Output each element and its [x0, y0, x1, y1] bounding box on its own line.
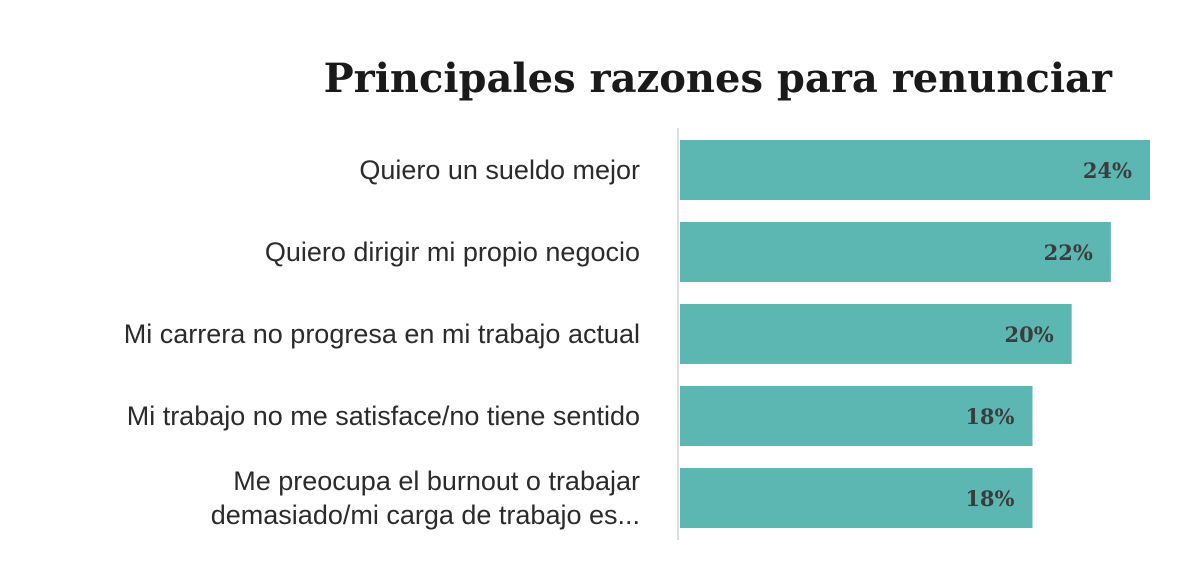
category-label-1: Quiero un sueldo mejor [359, 155, 640, 185]
category-label-5: Me preocupa el burnout o trabajar demasia… [211, 466, 640, 530]
bar-value-label-4: 18% [965, 404, 1014, 429]
category-label-4: Mi trabajo no me satisface/no tiene sent… [127, 401, 640, 431]
category-label-line: demasiado/mi carga de trabajo es... [211, 500, 640, 530]
bar-2 [680, 222, 1111, 282]
bar-value-label-2: 22% [1044, 240, 1093, 265]
value-labels-layer: 24% 22% 20% 18% 18% [965, 158, 1132, 511]
bar-3 [680, 304, 1072, 364]
bar-value-label-1: 24% [1083, 158, 1132, 183]
bars-layer [680, 140, 1150, 528]
category-label-line: Mi carrera no progresa en mi trabajo act… [124, 319, 640, 349]
category-label-3: Mi carrera no progresa en mi trabajo act… [124, 319, 640, 349]
category-labels-layer: Quiero un sueldo mejor Quiero dirigir mi … [124, 155, 640, 530]
category-label-line: Me preocupa el burnout o trabajar [233, 466, 640, 496]
category-label-line: Mi trabajo no me satisface/no tiene sent… [127, 401, 640, 431]
category-label-2: Quiero dirigir mi propio negocio [265, 237, 640, 267]
bar-5 [680, 468, 1033, 528]
chart-title: Principales razones para renunciar [324, 55, 1113, 102]
category-label-line: Quiero dirigir mi propio negocio [265, 237, 640, 267]
bar-value-label-5: 18% [965, 486, 1014, 511]
category-label-line: Quiero un sueldo mejor [359, 155, 640, 185]
bar-1 [680, 140, 1150, 200]
bar-value-label-3: 20% [1004, 322, 1053, 347]
bar-4 [680, 386, 1033, 446]
